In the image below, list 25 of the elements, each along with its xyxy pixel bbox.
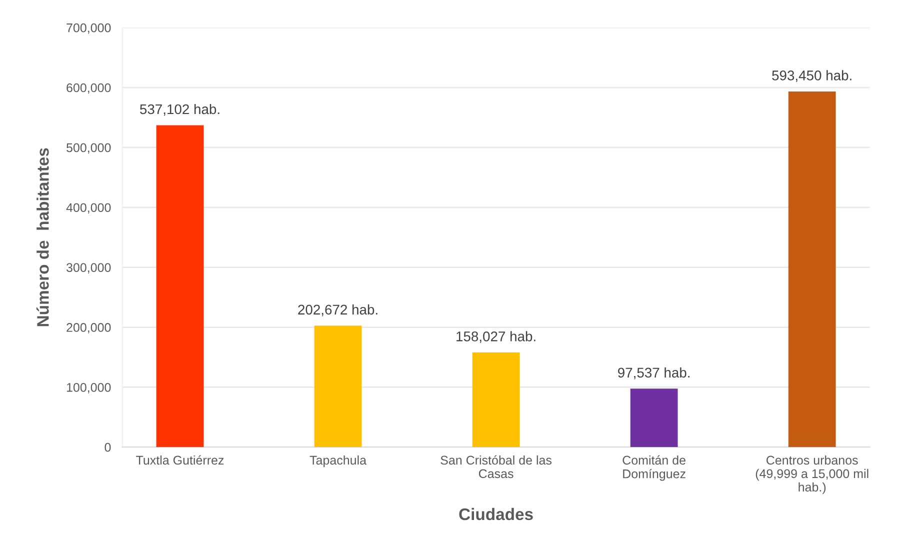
data-label: 158,027 hab. — [456, 331, 536, 343]
x-axis-title: Ciudades — [459, 508, 533, 520]
bar — [472, 352, 520, 448]
bar — [314, 326, 362, 448]
y-tick-label: 400,000 — [66, 203, 111, 214]
y-tick-label: 100,000 — [66, 382, 111, 394]
x-tick-label: Centros urbanos (49,999 a 15,000 mil hab.) — [756, 455, 868, 494]
data-label: 97,537 hab. — [618, 367, 690, 380]
y-tick-label: 0 — [104, 442, 111, 452]
data-label: 202,672 hab. — [298, 304, 378, 316]
data-label: 593,450 hab. — [772, 70, 852, 82]
x-tick-label: Comitán de Domínguez — [622, 455, 686, 481]
bar — [156, 125, 204, 448]
x-tick-label: Tuxtla Gutiérrez — [136, 455, 224, 465]
y-tick-label: 600,000 — [66, 83, 111, 94]
data-label: 537,102 hab. — [140, 104, 220, 116]
y-tick-label: 200,000 — [66, 323, 111, 334]
x-tick-label: San Cristóbal de las Casas — [440, 455, 552, 478]
y-tick-label: 700,000 — [66, 23, 111, 34]
x-tick-label: Tapachula — [310, 455, 367, 468]
y-tick-label: 500,000 — [66, 143, 111, 154]
bar — [788, 91, 836, 448]
bar — [630, 388, 678, 448]
y-tick-label: 300,000 — [66, 263, 111, 274]
y-axis-title: Número de habitantes — [36, 148, 49, 326]
